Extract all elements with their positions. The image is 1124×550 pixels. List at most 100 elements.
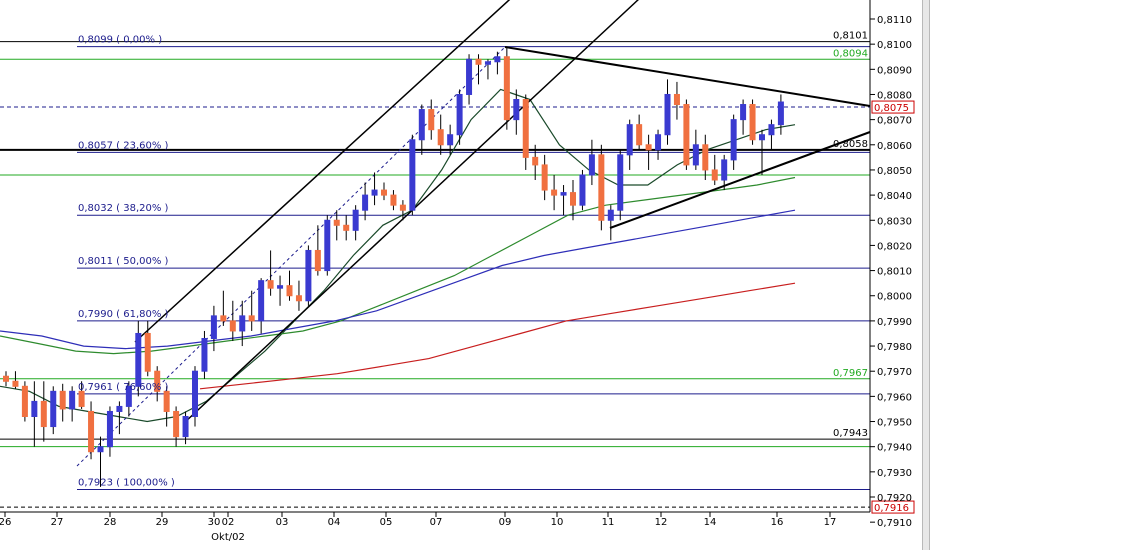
candle-down (220, 315, 227, 322)
candle-up (362, 194, 369, 211)
x-month-label: Okt/02 (211, 532, 245, 543)
candle-down (21, 385, 28, 417)
candle-down (286, 285, 293, 297)
moving-average-line (0, 88, 796, 423)
x-tick-label: 11 (602, 517, 615, 528)
candle-up (116, 405, 123, 412)
candle-up (768, 124, 775, 136)
triangle-upper-line[interactable] (504, 46, 871, 107)
candle-down (333, 219, 340, 226)
candle-up (579, 174, 586, 206)
y-tick-label: 0,8110 (877, 15, 912, 26)
current-price-box (871, 100, 915, 114)
moving-average-line (199, 282, 796, 390)
candle-down (399, 204, 406, 211)
candle-up (192, 370, 198, 417)
horizontal-level-label: 0,8058 (833, 139, 868, 150)
candle-up (484, 61, 491, 65)
candle-down (541, 164, 548, 191)
fib-level-label: 0,8011 ( 50,00% ) (78, 256, 169, 267)
candle-up (239, 315, 246, 332)
candle-up (371, 189, 378, 196)
candle-up (456, 93, 463, 136)
candle-down (173, 410, 180, 438)
candle-down (343, 224, 350, 231)
triangle-lower-line[interactable] (609, 131, 871, 229)
candle-down (503, 56, 510, 121)
candle-down (428, 109, 435, 131)
candle-up (258, 280, 265, 322)
y-tick-label: 0,7920 (877, 493, 912, 504)
y-tick-label: 0,7910 (877, 518, 912, 529)
candle-up (664, 93, 671, 136)
candle-up (588, 154, 595, 176)
candle-up (277, 285, 284, 289)
x-tick-label: 02 (222, 517, 235, 528)
dashed-level-label: 0,7916 (874, 503, 909, 514)
candle-up (50, 390, 57, 428)
y-tick-label: 0,8040 (877, 191, 912, 202)
candle-up (447, 134, 454, 146)
candle-down (229, 320, 236, 332)
candle-down (636, 124, 643, 146)
vertical-scrollbar[interactable] (922, 0, 930, 550)
candle-down (551, 189, 558, 196)
candle-up (721, 159, 728, 181)
y-tick-label: 0,8010 (877, 267, 912, 278)
candle-down (59, 390, 66, 410)
candle-down (437, 129, 444, 146)
y-tick-label: 0,7990 (877, 317, 912, 328)
x-tick-label: 26 (0, 517, 11, 528)
y-tick-label: 0,7950 (877, 418, 912, 429)
y-tick-label: 0,8000 (877, 292, 912, 303)
x-tick-label: 04 (328, 517, 341, 528)
candle-up (617, 154, 624, 211)
candle-up (655, 134, 662, 151)
candle-up (560, 192, 567, 196)
candle-up (182, 415, 189, 438)
candle-up (324, 219, 331, 272)
candle-up (513, 99, 520, 121)
y-tick-label: 0,8030 (877, 216, 912, 227)
fib-level-label: 0,8099 ( 0,00% ) (78, 35, 162, 46)
x-tick-label: 09 (499, 517, 512, 528)
moving-average-line (0, 176, 796, 355)
horizontal-level-label: 0,8094 (833, 48, 868, 59)
x-tick-label: 14 (704, 517, 717, 528)
candle-up (692, 144, 699, 166)
price-chart[interactable]: 0,8099 ( 0,00% ) 0,8057 ( 23,60% ) 0,8032 … (0, 0, 922, 550)
candle-down (381, 189, 387, 196)
candle-down (78, 390, 85, 407)
candle-down (673, 93, 680, 106)
fib-level-label: 0,7990 ( 61,80% ) (78, 309, 169, 320)
candle-up (31, 400, 38, 417)
x-tick-label: 16 (771, 517, 784, 528)
candle-up (730, 119, 737, 161)
y-tick-label: 0,8070 (877, 116, 912, 127)
candle-down (40, 400, 47, 428)
candle-down (295, 295, 302, 302)
y-tick-label: 0,7930 (877, 468, 912, 479)
channel-upper-line[interactable] (134, 0, 520, 343)
candle-up (418, 109, 425, 141)
candle-up (69, 390, 76, 410)
current-price-label: 0,8075 (874, 103, 909, 114)
candle-down (12, 380, 19, 387)
candle-down (248, 315, 255, 322)
y-tick-label: 0,8100 (877, 40, 912, 51)
x-tick-label: 30 (208, 517, 221, 528)
candle-up (759, 134, 765, 141)
candle-down (532, 156, 539, 166)
candle-down (3, 375, 9, 382)
y-tick-label: 0,8060 (877, 141, 912, 152)
fib-level-label: 0,8057 ( 23,60% ) (78, 140, 169, 151)
candle-up (135, 332, 142, 387)
y-tick-label: 0,8020 (877, 241, 912, 252)
candle-up (466, 58, 473, 95)
x-tick-label: 27 (51, 517, 64, 528)
candle-up (97, 446, 104, 453)
candle-up (494, 56, 501, 63)
x-tick-label: 03 (276, 517, 289, 528)
candle-up (740, 104, 747, 121)
